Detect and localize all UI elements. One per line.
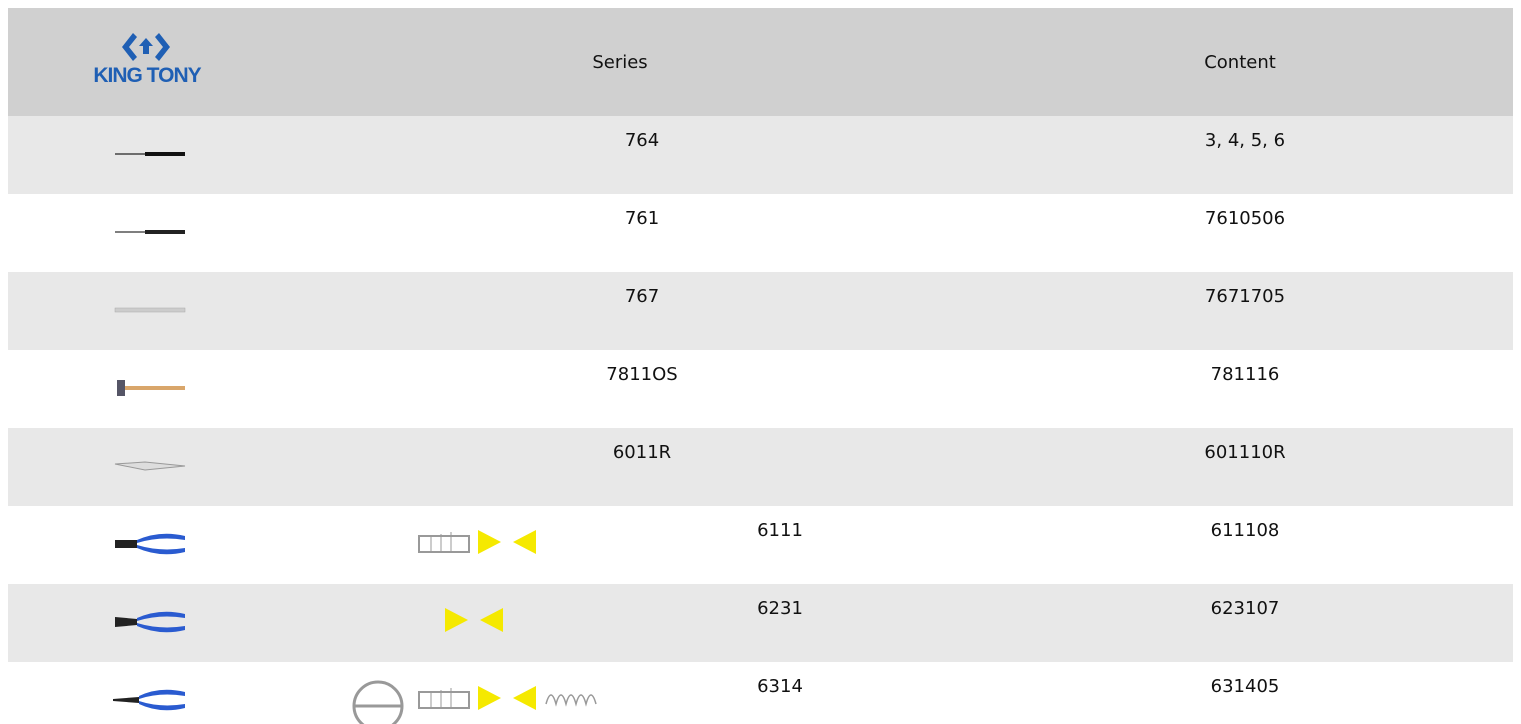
tool-image	[105, 212, 195, 252]
feature-icons	[348, 680, 608, 724]
content: 631405	[1211, 676, 1280, 697]
content: 7671705	[1205, 286, 1285, 307]
column-header: Content	[1204, 52, 1276, 73]
series: 7811OS	[606, 364, 677, 385]
content: 3, 4, 5, 6	[1205, 130, 1285, 151]
table-row: 767 7671705	[8, 272, 1513, 350]
series: 6231	[757, 598, 803, 619]
tool-image	[105, 602, 195, 642]
series: 6111	[757, 520, 803, 541]
tool-image	[105, 290, 195, 330]
content: 611108	[1211, 520, 1280, 541]
series: 767	[625, 286, 659, 307]
content: 601110R	[1204, 442, 1285, 463]
feature-icons	[443, 602, 513, 638]
table-row: 6314 631405	[8, 662, 1513, 724]
table-row: 6231 623107	[8, 584, 1513, 662]
tool-image	[105, 368, 195, 408]
table-row: 6111 611108	[8, 506, 1513, 584]
table-row: 7811OS 781116	[8, 350, 1513, 428]
table-row: 6011R 601110R	[8, 428, 1513, 506]
tool-image	[105, 134, 195, 174]
tool-image	[105, 446, 195, 486]
content: 623107	[1211, 598, 1280, 619]
series: 6011R	[613, 442, 671, 463]
series: 761	[625, 208, 659, 229]
content: 781116	[1211, 364, 1280, 385]
logo-text: KING TONY	[93, 64, 200, 88]
tool-image	[105, 680, 195, 720]
column-header: Series	[592, 52, 647, 73]
content: 7610506	[1205, 208, 1285, 229]
page: KING TONY Series Content 764 3, 4, 5, 6 …	[0, 0, 1521, 724]
table-row: 761 7610506	[8, 194, 1513, 272]
feature-icons	[416, 524, 546, 560]
logo-mark	[120, 30, 172, 64]
table-row: 764 3, 4, 5, 6	[8, 116, 1513, 194]
series: 6314	[757, 676, 803, 697]
table-header: KING TONY Series Content	[8, 8, 1513, 116]
tool-image	[105, 524, 195, 564]
series: 764	[625, 130, 659, 151]
